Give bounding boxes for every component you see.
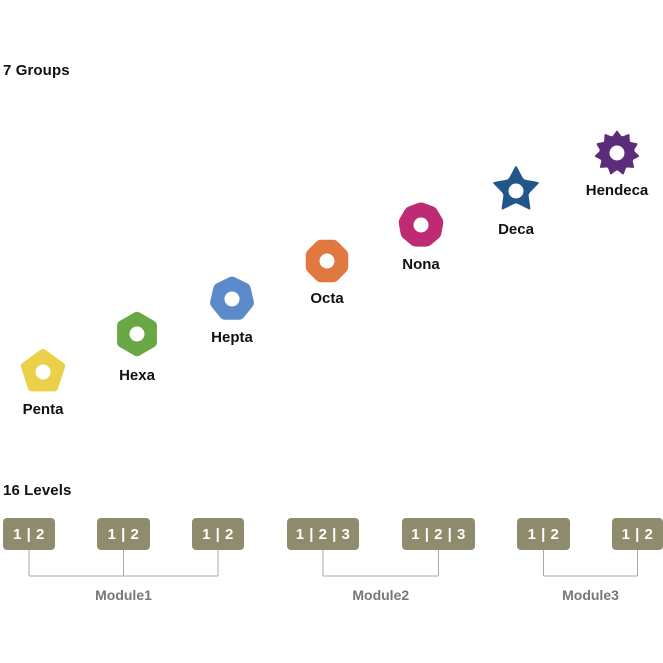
group-label: Hendeca [585,182,649,199]
level-box: 1 | 2 | 3 [402,518,475,550]
group-label: Deca [498,221,534,238]
group-label: Octa [310,290,344,307]
heptagon-icon [210,276,254,320]
level-box: 1 | 2 [3,518,55,550]
groups-section-title: 7 Groups [3,62,70,79]
shape-center-dot [508,183,524,199]
group-label: Hepta [211,329,253,346]
level-box: 1 | 2 [192,518,244,550]
shape-center-dot [413,217,429,233]
module-label: Module2 [352,587,410,603]
module-label: Module1 [95,587,152,603]
star-icon [493,166,539,210]
shape-center-dot [224,291,240,307]
shape-center-dot [35,364,51,380]
shape-center-dot [609,145,625,161]
hexagon-icon [117,311,157,357]
pentagon-icon [20,348,66,392]
levels-section-title: 16 Levels [3,482,72,499]
shape-center-dot [319,253,335,269]
module-label: Module3 [562,587,619,603]
group-label: Penta [22,401,64,418]
level-box: 1 | 2 | 3 [287,518,359,550]
level-box: 1 | 2 [517,518,570,550]
shape-center-dot [129,326,145,342]
group-label: Nona [402,256,440,273]
level-box: 1 | 2 [97,518,150,550]
level-box: 1 | 2 [612,518,663,550]
group-label: Hexa [119,367,155,384]
nonagon-icon [398,202,444,247]
octagon-icon [305,239,349,283]
starburst-icon [594,130,640,175]
